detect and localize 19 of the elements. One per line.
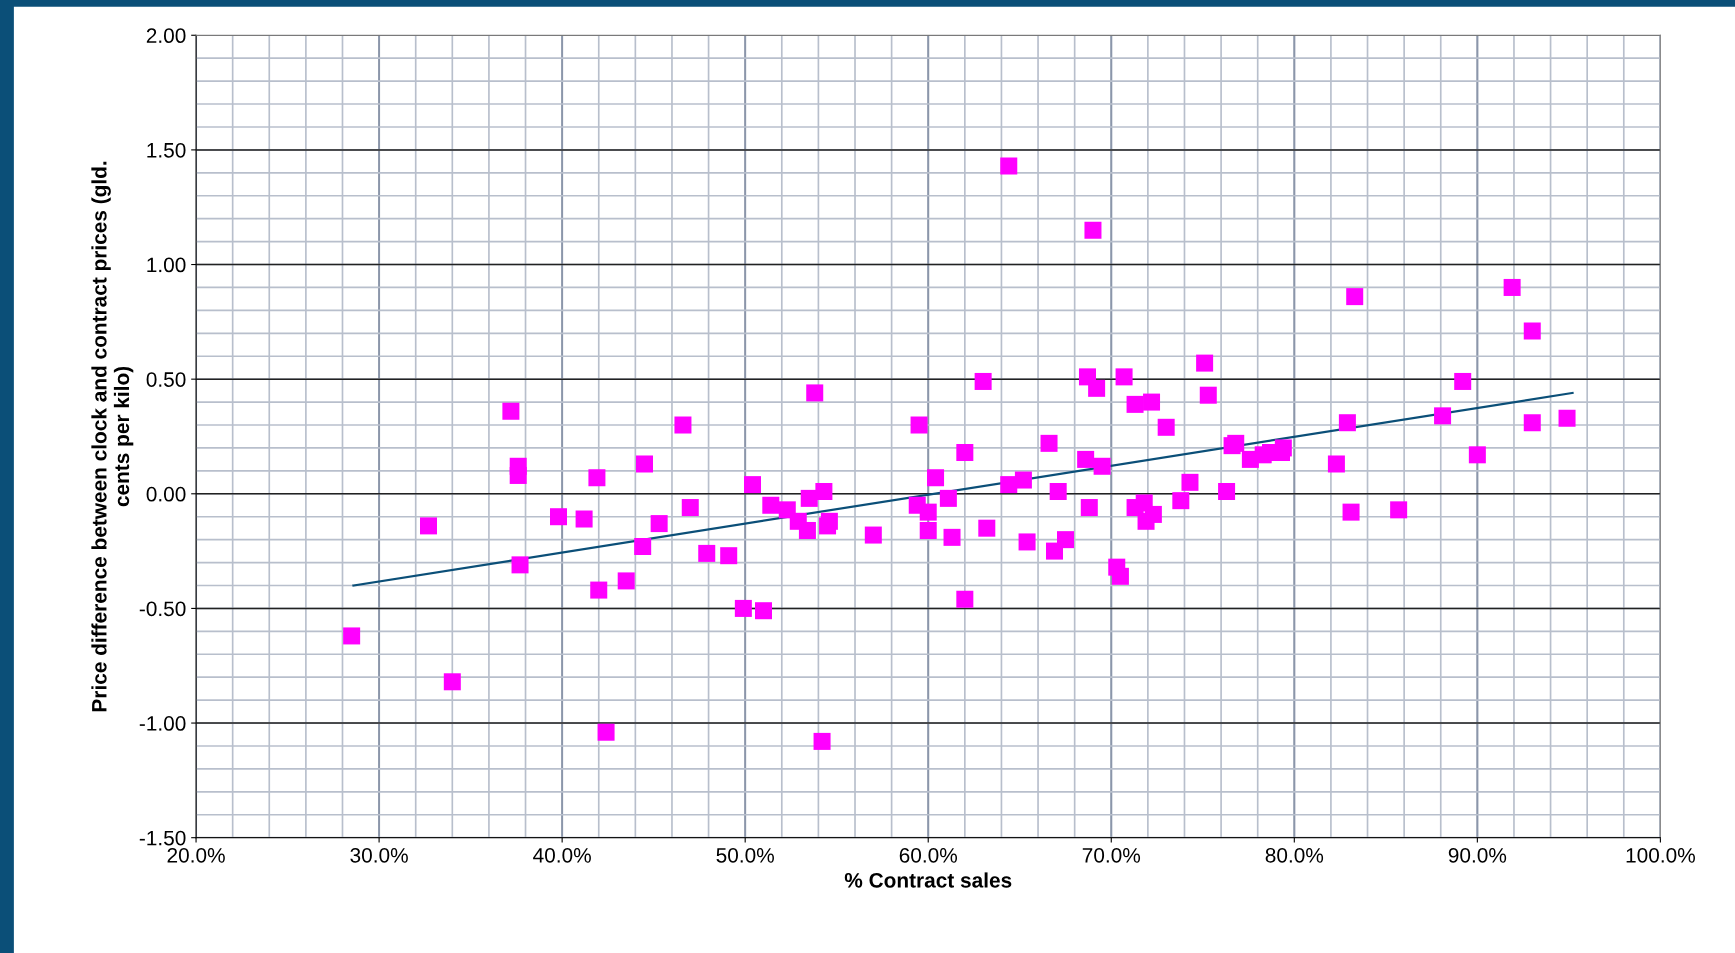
x-tick-label: 50.0% <box>716 847 774 863</box>
y-tick-label: 2.00 <box>146 28 186 44</box>
x-tick-label: 100.0% <box>1626 847 1695 863</box>
x-tick-label: 40.0% <box>533 847 591 863</box>
y-tick-label: 1.00 <box>147 257 186 273</box>
x-tick-label: 30.0% <box>350 847 408 863</box>
y-tick-label: 0.00 <box>146 486 186 502</box>
x-tick-label: 80.0% <box>1265 847 1324 863</box>
x-tick-label: 20.0% <box>167 847 225 863</box>
y-tick-label: -1.00 <box>139 716 186 731</box>
y-tick-label: -1.50 <box>139 830 186 846</box>
y-tick-label: -0.50 <box>139 601 186 617</box>
x-tick-label: 70.0% <box>1082 847 1141 863</box>
y-tick-label: 0.50 <box>146 372 186 387</box>
x-tick-label: 90.0% <box>1448 847 1507 863</box>
x-axis-title: % Contract sales <box>844 872 1012 888</box>
y-tick-label: 1.50 <box>147 142 186 158</box>
x-tick-label: 60.0% <box>899 847 958 863</box>
y-axis-title: Price difference between clock and contract prices (gld. cents per kilo) <box>91 161 134 712</box>
